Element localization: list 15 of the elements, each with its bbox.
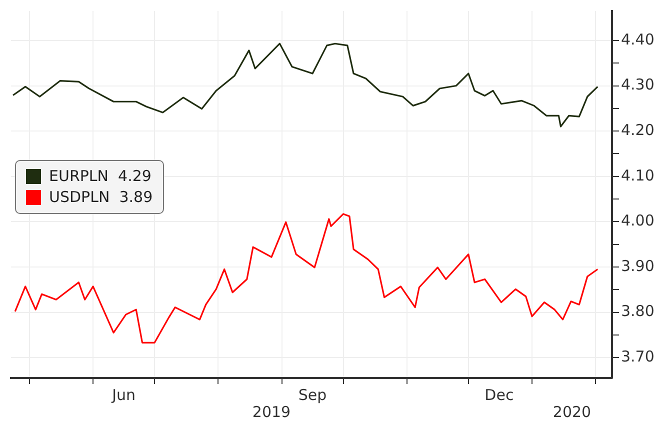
y-tick-label: 4.20	[621, 120, 654, 139]
y-tick-label: 4.40	[621, 30, 654, 48]
legend-label: USDPLN 3.89	[49, 187, 153, 208]
y-tick-label: 4.30	[621, 76, 654, 94]
text: 2019	[252, 403, 291, 421]
x-tick-label: Dec	[484, 386, 514, 404]
y-tick-label: 4.10	[621, 166, 654, 184]
y-tick-label: 3.80	[621, 302, 654, 320]
y-tick-label: 3.90	[621, 256, 654, 275]
y-tick-label: 4.00	[621, 212, 654, 230]
legend-label: EURPLN 4.29	[49, 166, 152, 187]
text: 2020	[552, 403, 592, 421]
x-tick-label: Sep	[298, 386, 327, 404]
x-tick-label: Jun	[111, 386, 136, 404]
y-tick-label: 3.70	[621, 348, 654, 366]
